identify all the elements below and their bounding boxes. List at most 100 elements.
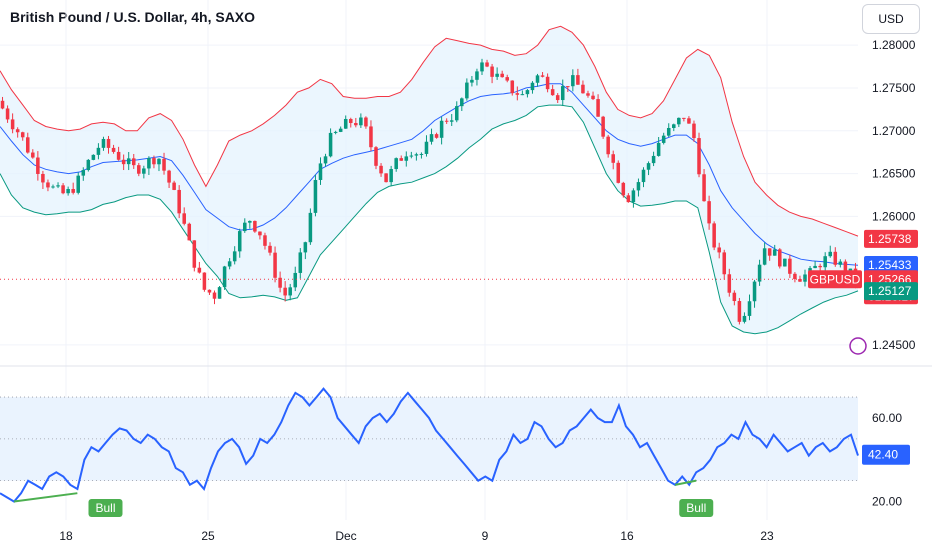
candle-body: [20, 132, 25, 138]
candle-body: [197, 267, 202, 273]
candle-body: [778, 249, 782, 267]
candle-body: [803, 274, 807, 282]
candle-body: [752, 281, 757, 302]
rsi-value-tag: [862, 444, 910, 465]
candle-body: [500, 73, 504, 78]
candle-body: [449, 120, 454, 122]
candle-body: [460, 98, 464, 107]
candle-body: [232, 251, 237, 262]
candle-body: [91, 154, 96, 160]
candle-body: [142, 168, 146, 174]
candle-body: [596, 99, 600, 117]
symbol-tag: [808, 270, 862, 289]
price-tag-lower: [864, 282, 918, 301]
rsi-y-tick-label: 20.00: [872, 495, 902, 509]
price-tag-basis: [864, 255, 918, 274]
candle-body: [566, 86, 570, 88]
candle-body: [147, 158, 151, 169]
bull-divergence-line: [13, 492, 78, 503]
candle-body: [313, 179, 318, 213]
candle-body: [636, 182, 641, 191]
candle-body: [349, 118, 353, 124]
x-tick-label: 16: [620, 529, 634, 543]
candle-body: [81, 170, 86, 176]
price-tag-upper: [864, 229, 918, 248]
candle-body: [71, 188, 75, 193]
candle-body: [682, 117, 686, 119]
currency-selector[interactable]: USD: [862, 4, 920, 34]
candle-body: [268, 245, 272, 253]
candle-body: [762, 248, 767, 265]
candle-body: [369, 126, 373, 148]
candle-body: [288, 287, 292, 296]
candle-body: [818, 265, 822, 268]
candle-body: [747, 301, 752, 316]
candle-body: [414, 154, 419, 156]
candle-body: [727, 274, 732, 293]
candle-body: [495, 73, 499, 77]
candle-body: [394, 158, 398, 170]
bollinger-lower-line: [0, 104, 859, 335]
candle-body: [333, 131, 338, 133]
candle-body: [793, 273, 797, 280]
bull-label-text: Bull: [686, 501, 706, 515]
candle-body: [293, 272, 298, 288]
x-tick-label: 25: [201, 529, 215, 543]
candle-body: [379, 165, 383, 174]
candle-body: [687, 118, 691, 124]
candle-body: [76, 175, 80, 193]
candle-body: [712, 223, 716, 248]
candle-body: [263, 235, 267, 246]
candle-body: [96, 147, 101, 155]
x-tick-label: Dec: [335, 529, 356, 543]
candle-body: [480, 62, 484, 72]
candle-body: [646, 163, 651, 170]
candle-body: [51, 186, 55, 188]
candle-body: [454, 106, 459, 121]
candle-body: [111, 147, 116, 152]
bollinger-fill: [0, 26, 858, 334]
candle-body: [485, 62, 489, 67]
candle-body: [374, 147, 378, 166]
candle-body: [444, 120, 449, 122]
candle-body: [424, 141, 429, 154]
candle-body: [737, 301, 742, 322]
candle-body: [439, 120, 444, 138]
price-tag-upper-label: 1.25738: [868, 232, 912, 246]
candle-body: [0, 100, 5, 109]
candle-body: [828, 251, 833, 257]
candle-body: [601, 116, 605, 137]
candle-body: [717, 247, 721, 253]
candle-body: [783, 258, 787, 267]
candle-body: [434, 134, 439, 138]
candle-body: [167, 170, 171, 183]
candle-body: [86, 159, 91, 171]
bull-label: [679, 499, 714, 517]
candle-body: [641, 169, 646, 183]
candle-body: [46, 182, 50, 188]
bollinger-basis-line: [0, 83, 859, 266]
candle-body: [772, 249, 777, 256]
candle-body: [656, 142, 661, 156]
candle-body: [237, 231, 242, 252]
candle-body: [323, 156, 328, 164]
candle-body: [222, 266, 227, 288]
candle-body: [187, 223, 192, 241]
candle-body: [505, 77, 509, 81]
candle-body: [672, 124, 676, 128]
candle-body: [591, 95, 595, 100]
candle-body: [550, 89, 555, 96]
candle-body: [576, 75, 580, 85]
candle-body: [555, 95, 560, 101]
candle-body: [31, 152, 35, 158]
candle-body: [258, 231, 262, 236]
candle-body: [788, 258, 792, 274]
bollinger-upper-line: [0, 25, 859, 237]
candle-body: [571, 75, 575, 87]
candle-body: [525, 90, 530, 95]
x-tick-label: 9: [482, 529, 489, 543]
alert-icon[interactable]: [849, 337, 867, 355]
candle-body: [131, 158, 136, 166]
